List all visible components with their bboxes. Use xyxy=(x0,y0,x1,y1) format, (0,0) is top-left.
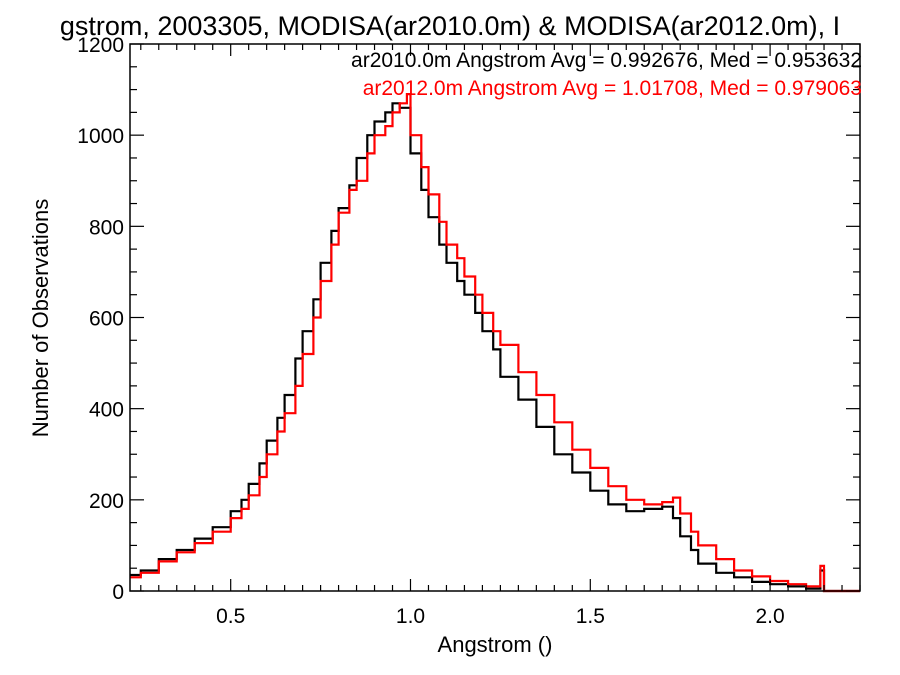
y-axis-label-group: Number of Observations xyxy=(28,199,53,437)
axis-ticks: 0.5 1.0 1.5 2.0 0 200 400 600 800 1000 1200 xyxy=(77,34,861,628)
x-tick-label: 1.0 xyxy=(396,605,425,628)
y-axis-label: Number of Observations xyxy=(28,199,53,437)
x-axis-label: Angstrom () xyxy=(438,632,553,657)
legend-annotation-ar2012: ar2012.0m Angstrom Avg = 1.01708, Med = … xyxy=(363,77,862,100)
y-tick-label: 400 xyxy=(89,399,124,422)
y-tick-label: 1200 xyxy=(77,34,124,57)
y-tick-label: 1000 xyxy=(77,125,124,148)
plot-lines xyxy=(130,93,860,593)
series-line-1 xyxy=(130,93,860,593)
plot-frame xyxy=(129,43,861,592)
chart-title: gstrom, 2003305, MODISA(ar2010.0m) & MOD… xyxy=(60,11,840,41)
x-tick-label: 1.5 xyxy=(576,605,605,628)
y-tick-label: 200 xyxy=(89,490,124,513)
y-tick-label: 800 xyxy=(89,216,124,239)
x-tick-label: 2.0 xyxy=(755,605,784,628)
legend-annotation-ar2010: ar2010.0m Angstrom Avg = 0.992676, Med =… xyxy=(351,49,862,72)
y-tick-label: 0 xyxy=(112,581,124,604)
y-tick-label: 600 xyxy=(89,308,124,331)
x-tick-label: 0.5 xyxy=(216,605,245,628)
